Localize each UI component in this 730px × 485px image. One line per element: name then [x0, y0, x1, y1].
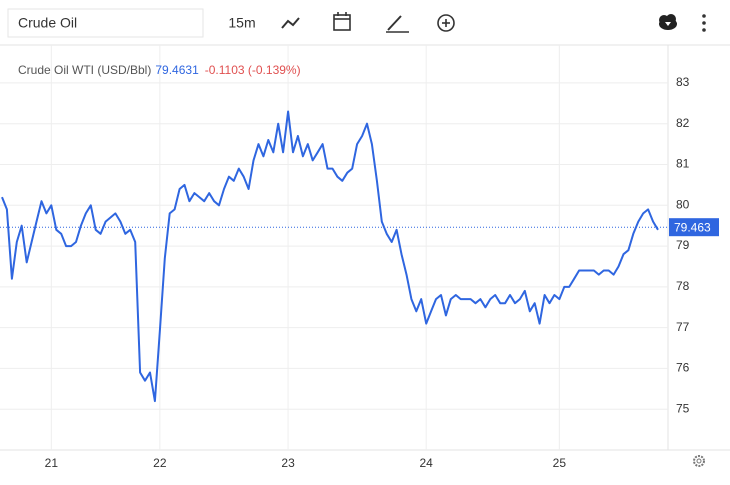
- add-indicator-icon[interactable]: [437, 14, 455, 32]
- legend: Crude Oil WTI (USD/Bbl) 79.4631 -0.1103 (-…: [18, 63, 301, 77]
- legend-change: -0.1103 (-0.139%): [205, 63, 301, 77]
- calendar-icon[interactable]: [333, 12, 351, 31]
- settings-icon[interactable]: [693, 455, 705, 467]
- x-tick-label: 25: [553, 456, 567, 470]
- interval-button[interactable]: 15m: [228, 15, 255, 31]
- y-tick-label: 78: [676, 279, 690, 293]
- last-price-label: 79.463: [674, 220, 711, 234]
- y-tick-label: 80: [676, 197, 690, 211]
- download-icon[interactable]: [659, 14, 677, 30]
- plot: 75 76 77 78 79 80 81 82 83 21 22 23 24 25 79.463: [0, 45, 719, 470]
- price-line: [1, 110, 659, 403]
- y-tick-label: 75: [676, 401, 690, 415]
- y-tick-label: 82: [676, 116, 690, 130]
- x-tick-label: 24: [420, 456, 434, 470]
- draw-icon[interactable]: [386, 15, 409, 33]
- legend-title: Crude Oil WTI (USD/Bbl): [18, 63, 151, 77]
- symbol-input[interactable]: [7, 8, 204, 38]
- symbol-text: Crude Oil: [18, 15, 77, 31]
- x-tick-label: 21: [45, 456, 59, 470]
- x-tick-label: 22: [153, 456, 167, 470]
- legend-last: 79.4631: [155, 63, 199, 77]
- y-tick-label: 81: [676, 157, 690, 171]
- y-tick-label: 77: [676, 320, 690, 334]
- y-tick-label: 83: [676, 75, 690, 89]
- x-tick-label: 23: [281, 456, 295, 470]
- y-tick-label: 76: [676, 361, 690, 375]
- y-tick-label: 79: [676, 238, 690, 252]
- menu-icon[interactable]: [702, 14, 706, 32]
- last-price-box: [669, 218, 719, 237]
- chart-type-icon[interactable]: [281, 17, 300, 29]
